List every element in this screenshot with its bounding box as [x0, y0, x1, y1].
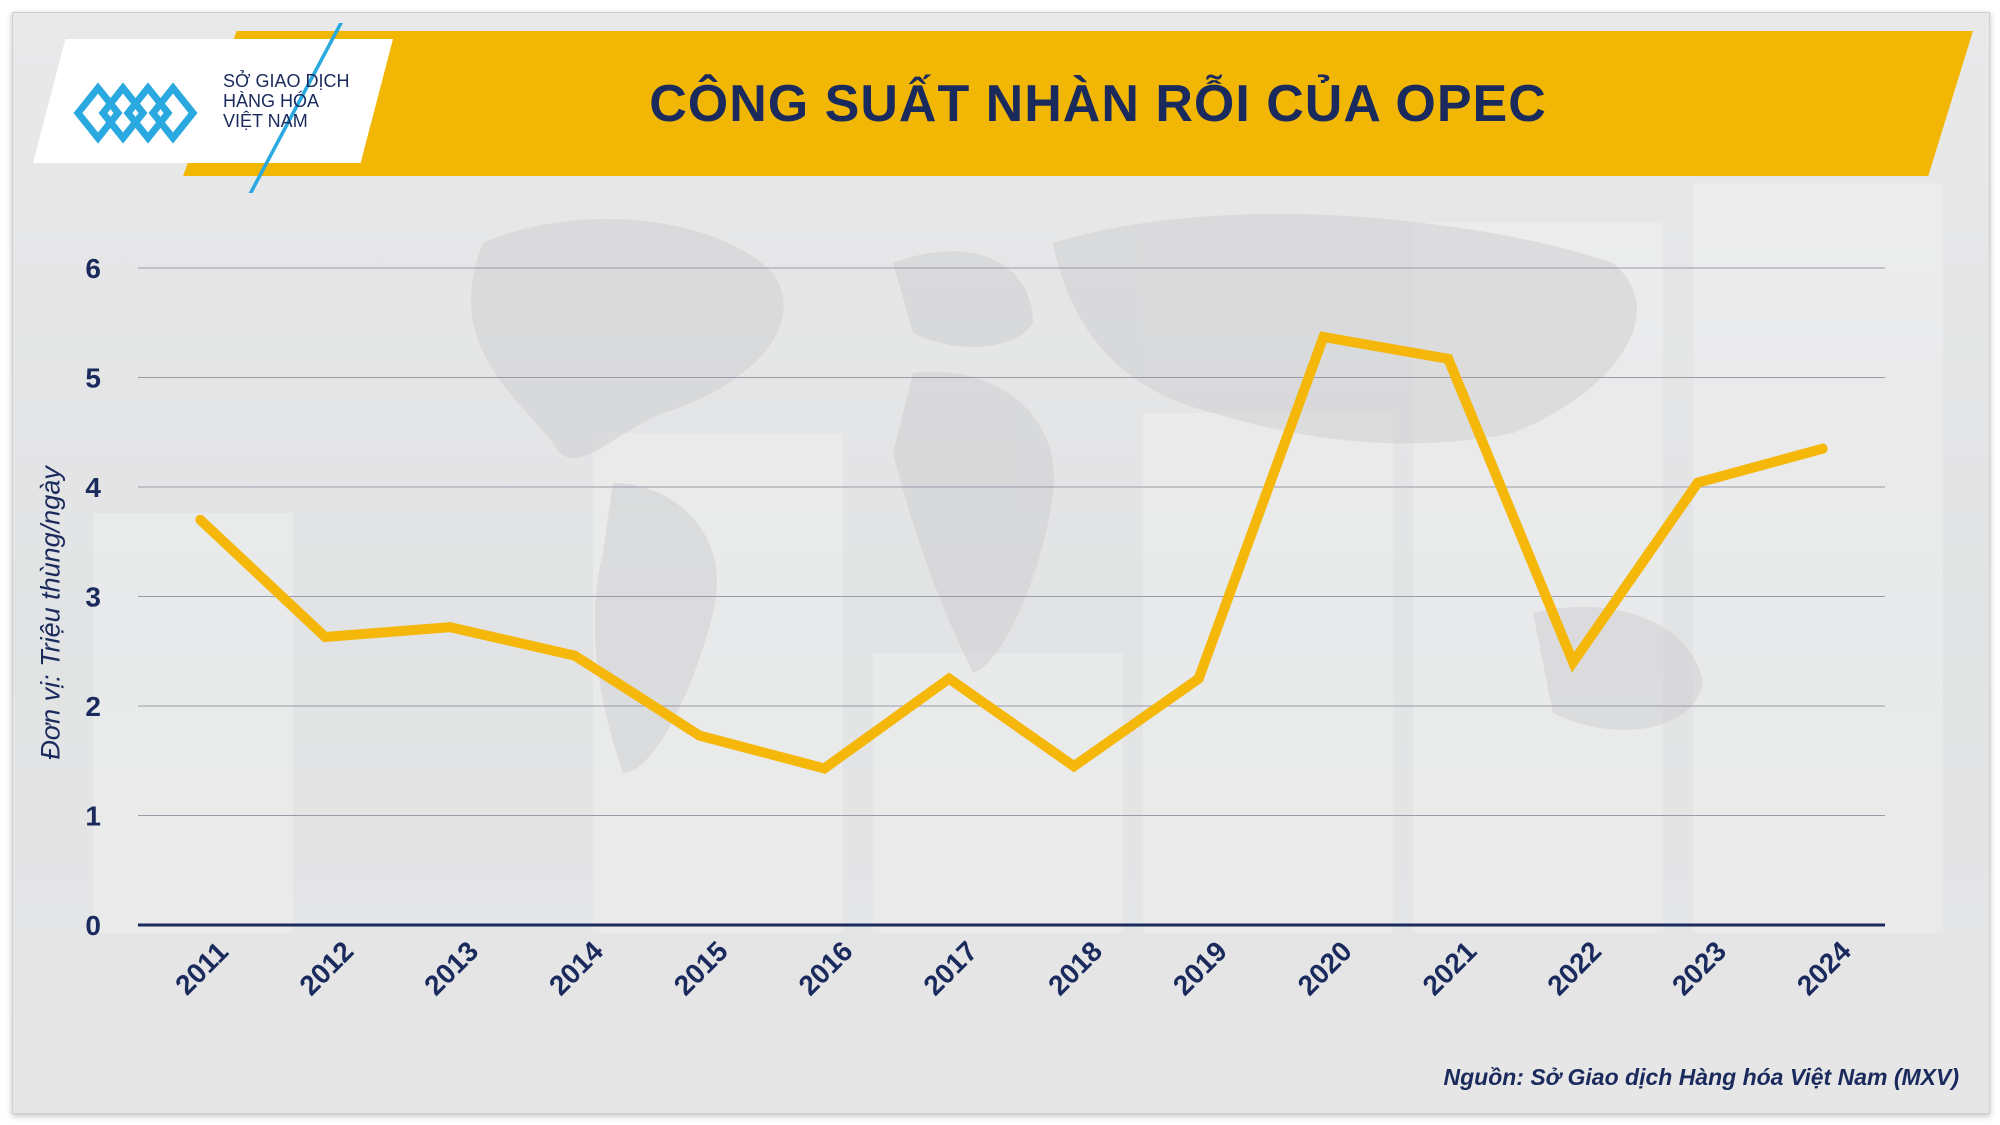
x-tick-label: 2017	[917, 935, 983, 1001]
data-point	[944, 673, 955, 684]
x-tick-label: 2013	[418, 935, 484, 1001]
x-tick-label: 2023	[1666, 935, 1732, 1001]
data-point	[1068, 761, 1079, 772]
y-tick-label: 3	[85, 582, 101, 613]
data-point	[444, 622, 455, 633]
chart-frame: CÔNG SUẤT NHÀN RỖI CỦA OPEC SỞ GIAO DỊCH…	[12, 12, 1990, 1114]
y-axis-label: Đơn vị: Triệu thùng/ngày	[35, 466, 66, 760]
data-point	[195, 514, 206, 525]
logo-text: SỞ GIAO DỊCH HÀNG HÓA VIỆT NAM	[223, 71, 383, 131]
y-tick-label: 4	[85, 472, 101, 503]
x-tick-label: 2012	[293, 935, 359, 1001]
logo-mark-icon	[73, 82, 198, 144]
x-tick-label: 2020	[1292, 935, 1358, 1001]
y-tick-label: 1	[85, 801, 101, 832]
source-note: Nguồn: Sở Giao dịch Hàng hóa Việt Nam (M…	[1443, 1064, 1959, 1090]
data-point	[1193, 673, 1204, 684]
y-tick-label: 2	[85, 691, 101, 722]
x-tick-label: 2024	[1791, 935, 1857, 1001]
data-point	[1692, 477, 1703, 488]
x-tick-label: 2014	[543, 935, 609, 1001]
data-point	[694, 730, 705, 741]
x-tick-label: 2016	[793, 935, 859, 1001]
y-tick-label: 6	[85, 253, 101, 284]
x-tick-label: 2011	[169, 936, 234, 1001]
data-point	[1817, 443, 1828, 454]
data-point	[1443, 353, 1454, 364]
y-tick-label: 5	[85, 363, 101, 394]
x-tick-label: 2019	[1167, 935, 1233, 1001]
logo-line-3: VIỆT NAM	[223, 111, 308, 131]
y-tick-label: 0	[85, 910, 101, 941]
x-tick-label: 2022	[1541, 935, 1607, 1001]
data-point	[1318, 331, 1329, 342]
data-point	[320, 632, 331, 643]
x-tick-label: 2018	[1042, 935, 1108, 1001]
logo-line-2: HÀNG HÓA	[223, 91, 320, 111]
logo-line-1: SỞ GIAO DỊCH	[223, 71, 350, 91]
title-band	[183, 31, 1973, 176]
series-line	[195, 331, 1828, 774]
data-point	[819, 763, 830, 774]
line-chart: 0 1 2 3 4 5 6 2011 2012 2013 2014 2015 2016 2017 2018 2…	[85, 253, 1885, 1001]
x-tick-label: 2015	[668, 935, 734, 1001]
data-point	[569, 650, 580, 661]
logo-box	[33, 39, 393, 163]
chart-title: CÔNG SUẤT NHÀN RỖI CỦA OPEC	[649, 74, 1547, 133]
data-point	[1568, 657, 1579, 668]
x-tick-label: 2021	[1417, 935, 1483, 1001]
